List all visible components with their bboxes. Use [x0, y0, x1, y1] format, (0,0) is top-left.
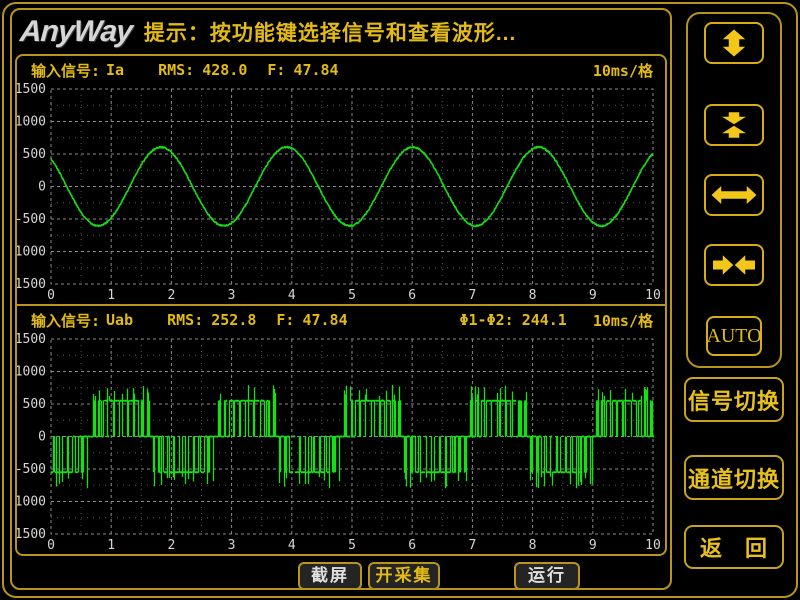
timebase-value: 10ms/格: [592, 311, 653, 330]
svg-text:-1000: -1000: [17, 495, 46, 510]
main-panel: AnyWay 提示：按功能键选择信号和查看波形... 输入信号: Ia RMS:…: [10, 8, 672, 590]
svg-text:5: 5: [348, 538, 356, 553]
rms-value: 252.8: [211, 311, 257, 329]
hint-text: 提示：按功能键选择信号和查看波形...: [143, 22, 517, 45]
svg-text:1: 1: [107, 288, 115, 303]
svg-text:1000: 1000: [17, 365, 46, 380]
svg-text:0: 0: [47, 538, 55, 553]
svg-text:-1500: -1500: [17, 527, 46, 542]
vertical-expand-button[interactable]: [704, 22, 764, 64]
svg-text:7: 7: [468, 538, 476, 553]
signal-name: Uab: [106, 311, 134, 329]
signal-switch-button[interactable]: 信号切换: [684, 377, 784, 422]
svg-text:2: 2: [167, 288, 175, 303]
vertical-compress-button[interactable]: [704, 104, 764, 146]
start-acquisition-button[interactable]: 开采集: [368, 562, 440, 590]
freq-label: F:: [276, 311, 295, 329]
svg-text:3: 3: [228, 538, 236, 553]
arrows-vertical-compress-icon: [722, 112, 746, 138]
svg-text:0: 0: [38, 430, 46, 445]
phase-diff-label: Φ1-Φ2:: [459, 311, 514, 329]
svg-text:6: 6: [408, 538, 416, 553]
freq-label: F:: [267, 61, 286, 79]
svg-text:10: 10: [645, 288, 661, 303]
phase-diff-value: 244.1: [521, 311, 567, 329]
plot-uab-header: 输入信号: Uab RMS: 252.8 F: 47.84 Φ1-Φ2: 244…: [31, 310, 653, 330]
svg-text:-500: -500: [17, 462, 46, 477]
rms-label: RMS:: [167, 311, 204, 329]
svg-text:-500: -500: [17, 212, 46, 227]
title-bar: AnyWay 提示：按功能键选择信号和查看波形...: [12, 10, 670, 54]
svg-text:-1000: -1000: [17, 245, 46, 260]
svg-text:3: 3: [228, 288, 236, 303]
svg-text:500: 500: [23, 147, 46, 162]
arrows-horizontal-compress-icon: [713, 255, 755, 275]
svg-text:1: 1: [107, 538, 115, 553]
svg-text:8: 8: [529, 288, 537, 303]
svg-text:-1500: -1500: [17, 277, 46, 292]
svg-text:9: 9: [589, 288, 597, 303]
signal-label: 输入信号:: [31, 61, 101, 80]
timebase-value: 10ms/格: [592, 61, 653, 80]
freq-value: 47.84: [302, 311, 348, 329]
screenshot-button[interactable]: 截屏: [298, 562, 362, 590]
anyway-logo: AnyWay: [18, 15, 134, 48]
svg-text:1500: 1500: [17, 332, 46, 347]
rms-label: RMS:: [158, 61, 195, 79]
rms-value: 428.0: [202, 61, 248, 79]
zoom-button-group: AUTO: [686, 12, 782, 368]
freq-value: 47.84: [293, 61, 339, 79]
svg-text:4: 4: [288, 538, 296, 553]
signal-label: 输入信号:: [31, 311, 101, 330]
plot-ia-header: 输入信号: Ia RMS: 428.0 F: 47.84 10ms/格: [31, 60, 653, 80]
svg-text:4: 4: [288, 288, 296, 303]
svg-text:1000: 1000: [17, 115, 46, 130]
waveform-display-area: 输入信号: Ia RMS: 428.0 F: 47.84 10ms/格 1500…: [15, 54, 667, 556]
auto-scale-button[interactable]: AUTO: [706, 316, 762, 356]
svg-text:0: 0: [47, 288, 55, 303]
return-label-left: 返: [700, 536, 724, 561]
svg-text:500: 500: [23, 397, 46, 412]
svg-text:5: 5: [348, 288, 356, 303]
svg-text:10: 10: [645, 538, 661, 553]
horizontal-expand-button[interactable]: [704, 174, 764, 216]
plot-ia-section: 输入信号: Ia RMS: 428.0 F: 47.84 10ms/格 1500…: [17, 56, 665, 304]
horizontal-compress-button[interactable]: [704, 244, 764, 286]
signal-name: Ia: [106, 61, 125, 79]
svg-text:2: 2: [167, 538, 175, 553]
run-button[interactable]: 运行: [514, 562, 580, 590]
channel-switch-button[interactable]: 通道切换: [684, 455, 784, 500]
plot-uab-section: 输入信号: Uab RMS: 252.8 F: 47.84 Φ1-Φ2: 244…: [17, 304, 665, 554]
return-button[interactable]: 返 回: [684, 525, 784, 569]
svg-text:9: 9: [589, 538, 597, 553]
svg-text:8: 8: [529, 538, 537, 553]
arrows-horizontal-expand-icon: [711, 186, 757, 204]
arrows-vertical-expand-icon: [722, 29, 746, 57]
svg-text:0: 0: [38, 180, 46, 195]
svg-text:6: 6: [408, 288, 416, 303]
svg-text:7: 7: [468, 288, 476, 303]
svg-text:1500: 1500: [17, 82, 46, 97]
return-label-right: 回: [744, 536, 768, 561]
